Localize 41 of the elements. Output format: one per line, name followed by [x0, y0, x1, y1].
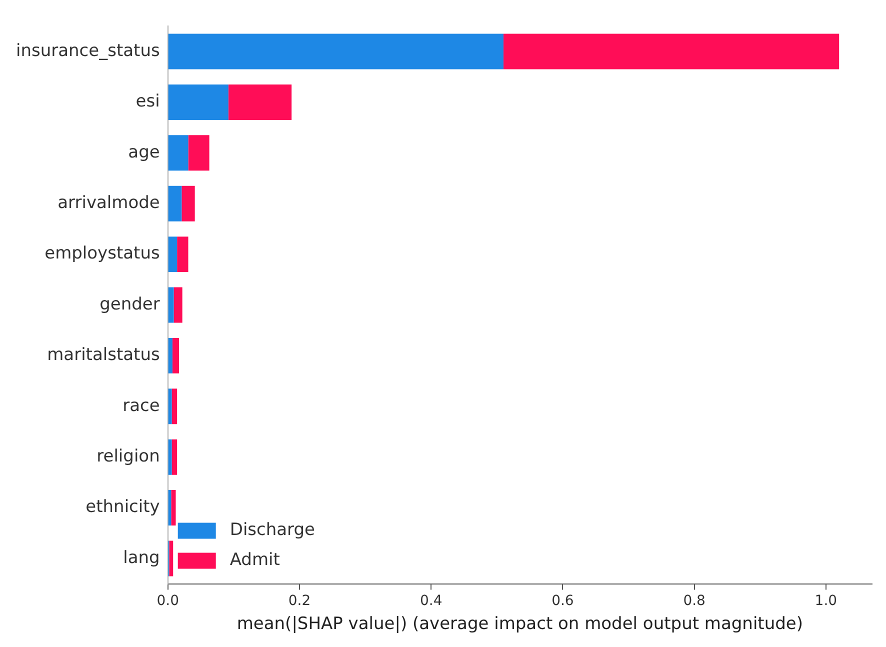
bar [228, 84, 292, 120]
bar [172, 388, 178, 424]
bar [168, 84, 228, 120]
legend-label: Admit [230, 550, 280, 570]
bar [169, 540, 174, 576]
y-tick-label: lang [123, 548, 160, 568]
y-tick-label: esi [136, 92, 160, 112]
y-tick-label: employstatus [44, 244, 160, 264]
y-tick-label: ethnicity [86, 497, 160, 518]
y-tick-label: religion [96, 446, 160, 466]
bar [182, 186, 195, 222]
bar [503, 34, 840, 70]
y-tick-label: age [128, 142, 160, 162]
x-tick-label: 1.0 [814, 592, 838, 609]
y-tick-label: gender [100, 294, 160, 314]
x-tick-label: 0.4 [420, 592, 442, 609]
x-tick-label: 0.0 [156, 592, 179, 609]
bar [188, 135, 210, 171]
bar [168, 388, 172, 424]
bar [168, 135, 188, 171]
legend-label: Discharge [230, 520, 316, 540]
bar [168, 490, 172, 526]
bar [174, 287, 182, 323]
y-tick-label: arrivalmode [58, 193, 160, 214]
x-axis-title: mean(|SHAP value|) (average impact on model output magnitude) [236, 614, 804, 634]
bar [168, 439, 172, 475]
y-tick-label: maritalstatus [47, 345, 160, 366]
bar [177, 236, 188, 272]
bar [168, 287, 174, 323]
y-tick-label: insurance_status [16, 40, 160, 61]
bar [172, 338, 180, 374]
bar [168, 338, 172, 374]
bar [168, 236, 178, 272]
bar [168, 186, 182, 222]
y-tick-label: race [122, 396, 160, 416]
bar [168, 34, 504, 70]
bar [171, 490, 176, 526]
x-tick-label: 0.2 [288, 592, 311, 609]
bar [172, 439, 178, 475]
x-tick-label: 0.8 [683, 592, 706, 609]
x-tick-label: 0.6 [552, 592, 574, 609]
